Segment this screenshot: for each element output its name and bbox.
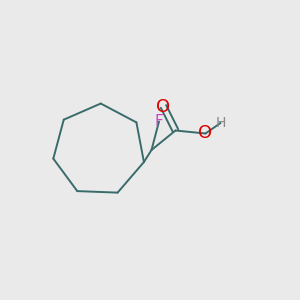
Text: F: F [154,114,164,129]
Text: H: H [215,116,226,130]
Text: O: O [156,98,171,116]
Text: O: O [198,124,213,142]
